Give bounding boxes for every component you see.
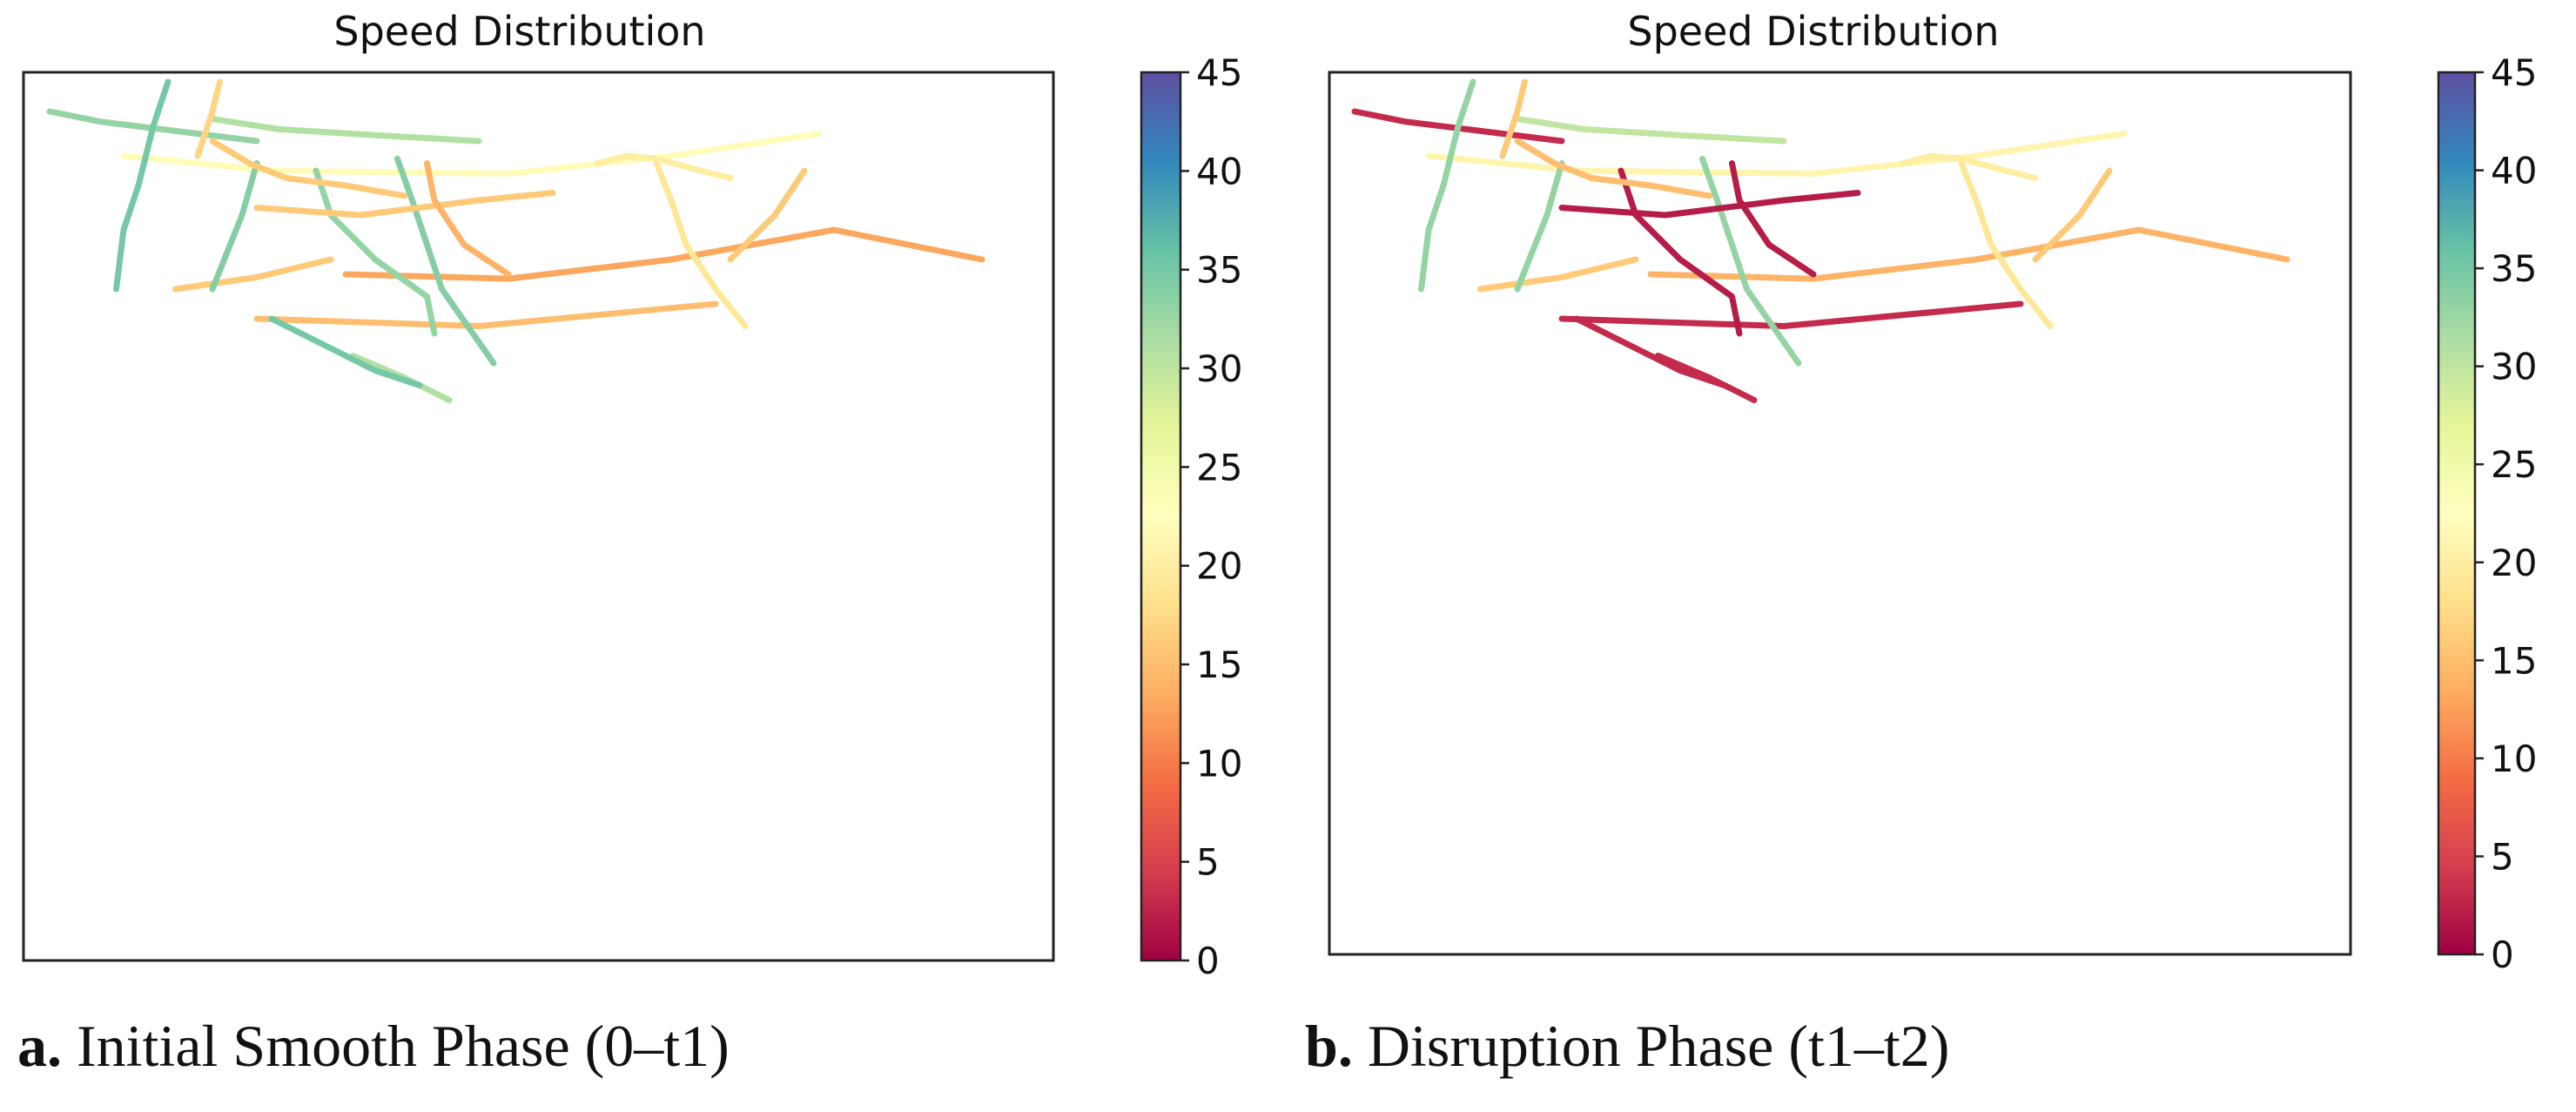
colorbar-tick-label: 45 [1196, 51, 1242, 94]
colorbar-tick-label: 15 [1196, 644, 1242, 686]
road-segment-r14 [424, 160, 512, 278]
colorbar-ticks-a: 0 5 10 15 20 25 30 35 40 45 [1180, 51, 1242, 982]
road-segment-r4 [1647, 226, 2290, 282]
road-network-b [1351, 78, 2290, 403]
colorbar-tick-label: 20 [1196, 545, 1242, 588]
colorbar-tick-label: 10 [1196, 742, 1242, 785]
road-segment-r19 [1573, 315, 1728, 388]
panel-b: Speed Distribution [1288, 0, 2576, 1112]
colorbar-gradient-a [1140, 71, 1182, 962]
colorbar-tick-label: 35 [1196, 249, 1242, 292]
road-segment-r8 [1514, 160, 1565, 293]
colorbar-tick-label: 15 [2491, 639, 2537, 682]
colorbar-gradient-b [2437, 71, 2477, 956]
plot-frame-a [22, 71, 1055, 962]
colorbar-tick-label: 20 [2491, 542, 2537, 584]
caption-label-b: b. [1305, 1013, 1353, 1079]
road-segment-r1 [1351, 108, 1565, 145]
colorbar-tick-label: 0 [2491, 933, 2514, 976]
colorbar-ticks-b: 0 5 10 15 20 25 30 35 40 45 [2475, 51, 2537, 976]
road-segment-r17 [594, 152, 734, 181]
chart-title-b: Speed Distribution [1627, 8, 1999, 55]
road-segment-r18 [1499, 78, 1528, 159]
road-segment-r11 [1558, 190, 1861, 219]
road-segment-r3 [1514, 116, 1787, 145]
road-segment-r2 [120, 131, 823, 177]
road-segment-r10 [394, 155, 497, 367]
colorbar-tick-label: 30 [2491, 346, 2537, 388]
road-segment-r6 [253, 300, 719, 329]
road-segment-r13 [1514, 138, 1713, 199]
caption-text-b: Disruption Phase (t1–t2) [1367, 1013, 1950, 1079]
road-segment-r9 [313, 167, 438, 337]
road-segment-r2 [1425, 131, 2128, 177]
road-segment-r8 [209, 160, 260, 293]
road-segment-r19 [268, 315, 423, 388]
road-segment-r10 [1699, 155, 1802, 367]
colorbar-tick-label: 10 [2491, 738, 2537, 780]
road-segment-r13 [209, 138, 408, 199]
speed-map-figure-b: Speed Distribution [1328, 8, 2537, 976]
road-segment-r15 [1958, 160, 2054, 329]
colorbar-tick-label: 5 [1196, 841, 1220, 884]
road-segment-r9 [1618, 167, 1743, 337]
road-segment-r7 [1418, 78, 1476, 293]
colorbar-tick-label: 35 [2491, 247, 2537, 290]
caption-b: b. Disruption Phase (t1–t2) [1305, 1012, 1949, 1081]
colorbar-tick-label: 40 [2491, 150, 2537, 192]
road-segment-r16 [727, 167, 808, 263]
road-segment-r1 [46, 108, 260, 145]
road-segment-r15 [653, 160, 749, 329]
road-segment-r4 [342, 226, 985, 282]
caption-a: a. Initial Smooth Phase (0–t1) [17, 1012, 730, 1081]
colorbar-tick-label: 25 [1196, 446, 1242, 489]
colorbar-tick-label: 45 [2491, 51, 2537, 94]
colorbar-tick-label: 0 [1196, 940, 1220, 982]
road-segment-r14 [1729, 160, 1817, 278]
panel-a: Speed Distribution [17, 8, 1242, 1081]
colorbar-b: 0 5 10 15 20 25 30 35 40 45 [2437, 51, 2537, 976]
road-network-a [46, 78, 985, 403]
chart-title-a: Speed Distribution [333, 8, 705, 55]
colorbar-tick-label: 30 [1196, 347, 1242, 390]
road-segment-r11 [253, 190, 556, 219]
colorbar-tick-label: 5 [2491, 835, 2514, 878]
colorbar-a: 0 5 10 15 20 25 30 35 40 45 [1140, 51, 1242, 982]
caption-text-a: Initial Smooth Phase (0–t1) [77, 1013, 730, 1079]
road-segment-r5 [1477, 256, 1639, 293]
road-segment-r18 [194, 78, 223, 159]
road-segment-r5 [172, 256, 334, 293]
plot-frame-b [1328, 71, 2352, 956]
colorbar-tick-label: 40 [1196, 150, 1242, 192]
colorbar-tick-label: 25 [2491, 443, 2537, 486]
road-segment-r16 [2032, 167, 2113, 263]
caption-label-a: a. [17, 1013, 62, 1079]
road-segment-r3 [209, 116, 482, 145]
road-segment-r17 [1899, 152, 2039, 181]
road-segment-r6 [1558, 300, 2024, 329]
speed-map-figure-a: Speed Distribution [22, 8, 1242, 982]
road-segment-r7 [113, 78, 172, 293]
